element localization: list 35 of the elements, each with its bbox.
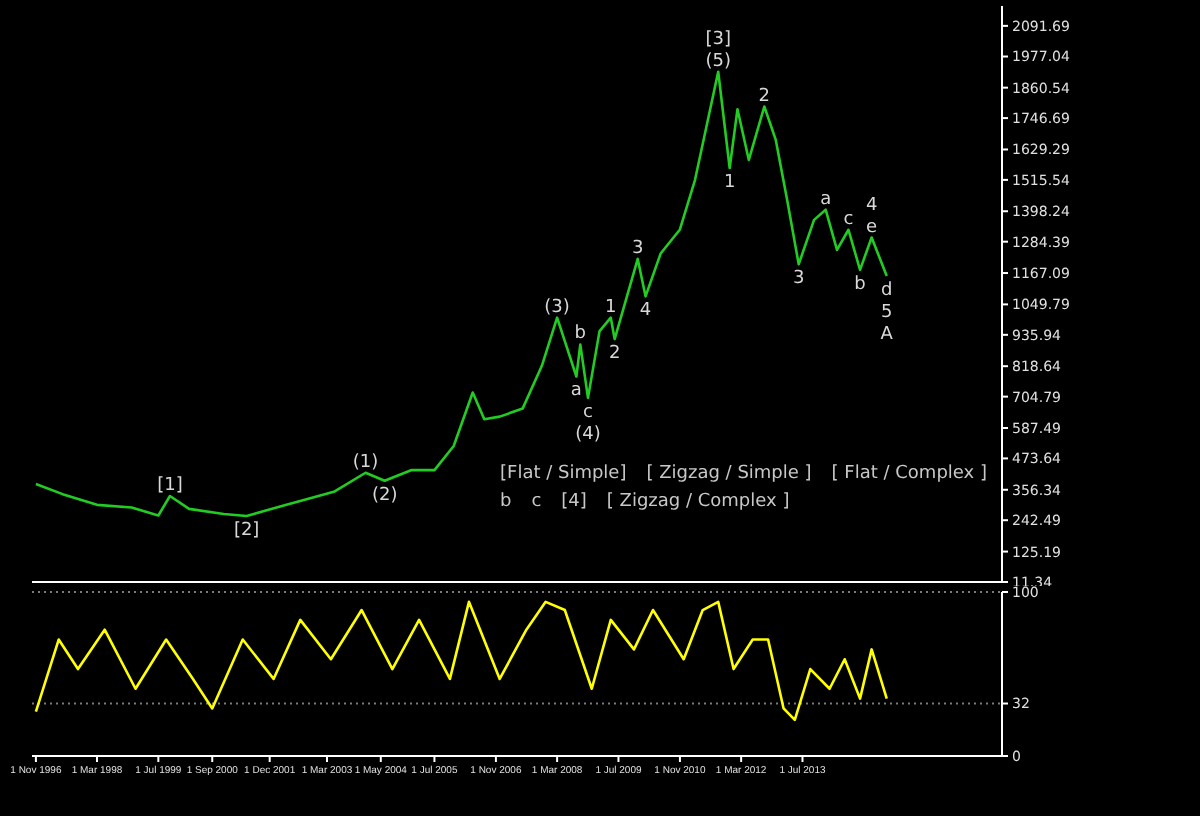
annotation: 4: [865, 195, 878, 216]
annotation: (4): [575, 424, 601, 445]
annotation: [ Zigzag / Simple ]: [646, 464, 812, 484]
annotation: 4: [639, 301, 652, 322]
annotation: 5: [881, 302, 893, 323]
annotation: a: [820, 189, 832, 210]
line-series: [34, 70, 889, 518]
annotation: c: [583, 402, 594, 423]
annotation: [1]: [157, 476, 183, 497]
annotation: (5): [705, 51, 731, 72]
annotation: 3: [792, 269, 805, 290]
annotation: b: [854, 274, 867, 295]
annotation: 2: [758, 86, 771, 107]
annotation: A: [880, 324, 895, 345]
annotation: d: [881, 280, 893, 301]
annotation: [ Zigzag / Complex ]: [606, 492, 790, 512]
annotation: c: [843, 209, 854, 230]
annotation: [ Flat / Complex ]: [831, 464, 987, 484]
annotation: 2: [608, 343, 621, 364]
annotation: [3]: [705, 29, 731, 50]
annotation: [2]: [233, 520, 260, 541]
annotation: [4]: [561, 492, 587, 512]
annotation: c: [531, 492, 542, 512]
annotation: b: [574, 324, 587, 345]
annotation: (3): [544, 297, 570, 318]
annotation: [Flat / Simple]: [500, 464, 627, 484]
annotation: (1): [352, 452, 379, 473]
annotation: a: [570, 381, 582, 402]
annotation: 1: [723, 172, 736, 193]
annotation: 3: [632, 238, 644, 259]
annotation: 1: [605, 297, 617, 318]
annotation: (2): [371, 485, 398, 506]
line-series: [34, 600, 889, 722]
annotation: b: [500, 492, 512, 512]
annotation: e: [866, 217, 879, 238]
